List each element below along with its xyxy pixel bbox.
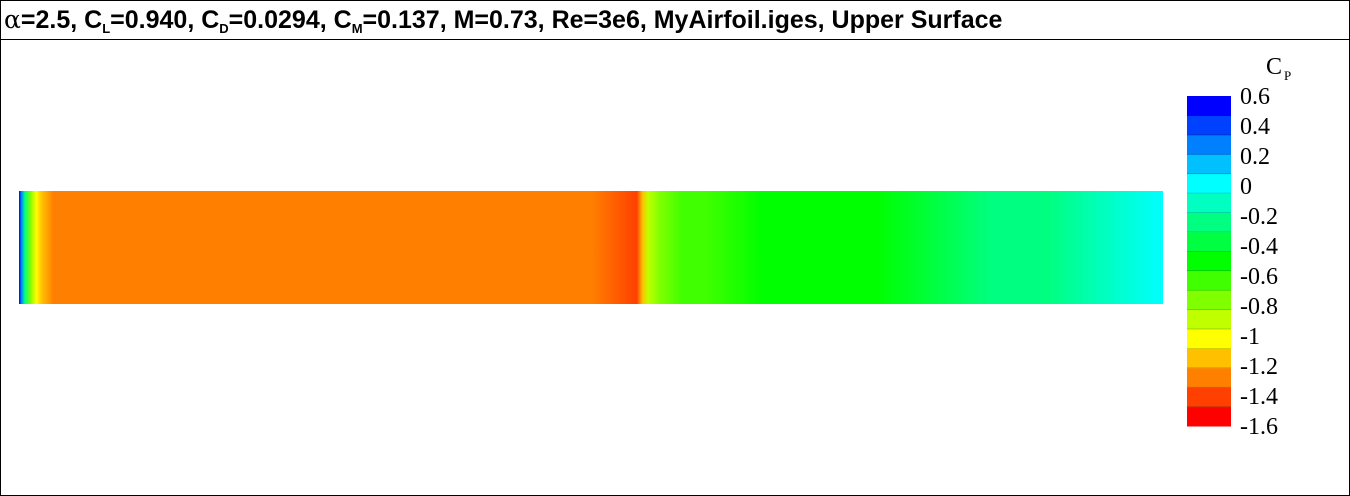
colorbar-band xyxy=(1187,154,1231,175)
colorbar-tick-label: -0.2 xyxy=(1240,204,1278,230)
colorbar-title: C xyxy=(1266,54,1282,80)
colorbar-band xyxy=(1187,231,1231,252)
colorbar-band xyxy=(1187,212,1231,233)
colorbar-band xyxy=(1187,348,1231,369)
cl-value: =0.940, xyxy=(110,6,202,34)
cl-label: C xyxy=(84,6,103,34)
colorbar-ticks: 0.6 0.4 0.2 0 -0.2 -0.4 -0.6 -0.8 -1 -1.2 -1.4 -1.6 xyxy=(1240,84,1278,440)
colorbar-band xyxy=(1187,173,1231,194)
colorbar-title-subscript: P xyxy=(1284,68,1291,83)
colorbar xyxy=(1187,96,1231,427)
colorbar-tick-label: -0.8 xyxy=(1240,294,1278,320)
colorbar-band xyxy=(1187,328,1231,349)
colorbar-tick-label: 0.2 xyxy=(1240,144,1270,170)
cd-value: =0.0294, xyxy=(228,6,334,34)
alpha-value: =2.5, xyxy=(20,6,85,34)
colorbar-band xyxy=(1187,96,1231,116)
colorbar-tick-label: -0.4 xyxy=(1240,234,1278,260)
colorbar-band xyxy=(1187,367,1231,388)
upper-surface-strip xyxy=(19,191,1163,304)
cd-label: C xyxy=(201,6,220,34)
colorbar-band xyxy=(1187,193,1231,213)
cm-subscript: M xyxy=(351,21,363,36)
colorbar-band xyxy=(1187,134,1231,155)
cm-label: C xyxy=(333,6,352,34)
cm-value-and-info: =0.137, M=0.73, Re=3e6, MyAirfoil.iges, … xyxy=(362,6,1003,34)
colorbar-tick-label: 0.4 xyxy=(1240,114,1270,140)
colorbar-tick-label: -1.6 xyxy=(1240,414,1278,440)
colorbar-tick-label: -1 xyxy=(1240,324,1260,350)
alpha-symbol: α xyxy=(4,5,21,34)
cl-subscript: L xyxy=(102,21,111,36)
colorbar-tick-label: 0 xyxy=(1240,174,1252,200)
colorbar-band xyxy=(1187,290,1231,311)
cd-subscript: D xyxy=(219,21,229,36)
colorbar-tick-label: -1.4 xyxy=(1240,384,1278,410)
colorbar-band xyxy=(1187,251,1231,272)
colorbar-band xyxy=(1187,387,1231,408)
colorbar-band xyxy=(1187,406,1231,427)
upper-surface-contour xyxy=(19,191,1163,304)
plot-title: α=2.5, CL=0.940, CD=0.0294, CM=0.137, M=… xyxy=(1,1,1349,40)
colorbar-band xyxy=(1187,115,1231,136)
colorbar-band xyxy=(1187,270,1231,291)
colorbar-tick-label: 0.6 xyxy=(1240,84,1270,110)
colorbar-band xyxy=(1187,309,1231,330)
colorbar-tick-label: -1.2 xyxy=(1240,354,1278,380)
colorbar-tick-label: -0.6 xyxy=(1240,264,1278,290)
